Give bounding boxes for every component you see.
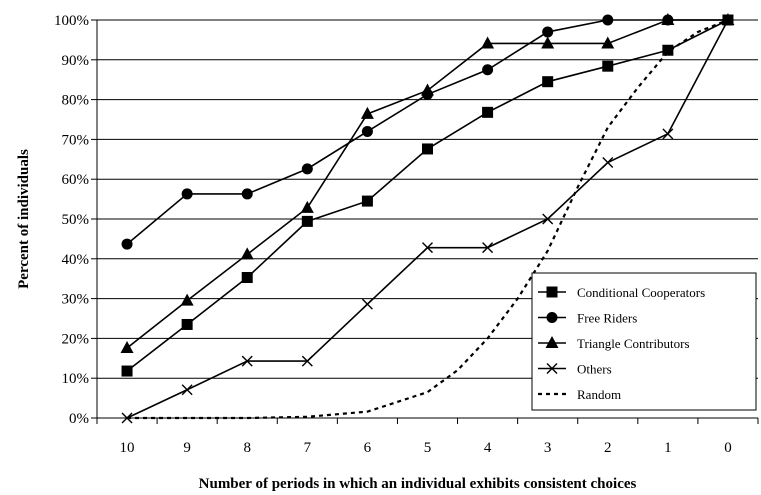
cross-stroke bbox=[241, 355, 253, 367]
series-conditional-cooperators bbox=[121, 14, 734, 377]
cross-stroke bbox=[422, 242, 433, 254]
data-point-square bbox=[121, 365, 133, 377]
data-point-square bbox=[542, 76, 554, 88]
y-tick-label: 40% bbox=[62, 252, 90, 268]
legend-item: Triangle Contributors bbox=[538, 336, 690, 351]
x-tick-label: 8 bbox=[243, 440, 251, 456]
cross-stroke bbox=[546, 363, 558, 374]
y-tick-label: 30% bbox=[62, 292, 90, 308]
data-point-triangle bbox=[721, 13, 735, 25]
legend-item: Conditional Cooperators bbox=[538, 285, 705, 300]
y-axis-ticks: 0% 10% 20% 30% 40% 50% 60% 70% 80% 90% 100% bbox=[54, 13, 97, 427]
y-tick-label: 90% bbox=[62, 53, 90, 69]
x-tick-label: 1 bbox=[664, 440, 672, 456]
y-axis-label: Percent of individuals bbox=[16, 149, 32, 289]
data-point-cross bbox=[241, 355, 253, 367]
cross-stroke bbox=[662, 128, 674, 140]
data-point-circle bbox=[181, 188, 193, 200]
series-triangle-contributors bbox=[120, 13, 735, 353]
data-point-triangle bbox=[545, 336, 559, 348]
legend-label: Conditional Cooperators bbox=[577, 285, 705, 300]
legend-label: Free Riders bbox=[577, 311, 637, 326]
cross-stroke bbox=[361, 298, 373, 310]
cross-stroke bbox=[542, 213, 554, 225]
data-point-cross bbox=[602, 156, 614, 168]
data-point-circle bbox=[361, 125, 373, 137]
x-tick-label: 10 bbox=[120, 440, 135, 456]
data-point-square bbox=[361, 195, 373, 207]
x-tick-label: 5 bbox=[424, 440, 432, 456]
series-free-riders bbox=[121, 14, 734, 250]
x-tick-label: 7 bbox=[304, 440, 312, 456]
data-point-cross bbox=[301, 355, 313, 367]
legend-item: Random bbox=[538, 387, 621, 402]
y-tick-label: 10% bbox=[62, 371, 90, 387]
data-point-triangle bbox=[541, 36, 555, 49]
data-point-circle bbox=[546, 312, 558, 323]
cross-stroke bbox=[602, 156, 614, 168]
data-point-square bbox=[301, 215, 313, 227]
y-tick-label: 0% bbox=[69, 411, 89, 427]
data-point-triangle bbox=[601, 36, 615, 49]
x-axis-ticks: 10 9 8 7 6 5 4 3 2 1 0 bbox=[96, 418, 759, 456]
series-group bbox=[120, 13, 735, 424]
data-point-circle bbox=[542, 26, 554, 38]
data-point-square bbox=[546, 286, 558, 298]
series-line bbox=[127, 18, 729, 420]
data-point-square bbox=[181, 318, 193, 330]
data-point-triangle bbox=[481, 36, 495, 49]
series-line bbox=[126, 19, 728, 245]
data-point-cross bbox=[542, 213, 554, 225]
legend-label: Others bbox=[577, 362, 612, 377]
x-tick-label: 0 bbox=[724, 440, 732, 456]
data-point-cross bbox=[662, 128, 674, 140]
data-point-circle bbox=[121, 238, 133, 250]
y-tick-label: 60% bbox=[62, 172, 90, 188]
cross-stroke bbox=[181, 384, 193, 396]
data-point-triangle bbox=[300, 200, 314, 213]
legend-box bbox=[531, 272, 757, 411]
cross-stroke bbox=[482, 242, 494, 254]
data-point-cross bbox=[181, 384, 193, 396]
data-point-cross bbox=[482, 242, 494, 254]
data-point-triangle bbox=[180, 293, 194, 306]
x-tick-label: 6 bbox=[364, 440, 372, 456]
data-point-circle bbox=[602, 14, 614, 26]
data-point-triangle bbox=[240, 247, 254, 260]
x-tick-label: 4 bbox=[484, 440, 492, 456]
cross-stroke bbox=[301, 355, 313, 367]
legend: Conditional Cooperators Free Riders Triang… bbox=[531, 272, 757, 411]
data-point-cross bbox=[422, 242, 433, 254]
data-point-cross bbox=[546, 363, 558, 374]
data-point-cross bbox=[361, 298, 373, 310]
legend-item: Others bbox=[538, 362, 612, 377]
legend-label: Triangle Contributors bbox=[577, 336, 690, 351]
data-point-square bbox=[241, 272, 253, 284]
data-point-square bbox=[602, 60, 614, 72]
series-random bbox=[127, 18, 729, 420]
x-axis-label: Number of periods in which an individual… bbox=[199, 476, 637, 492]
y-tick-label: 100% bbox=[54, 13, 89, 29]
legend-item: Free Riders bbox=[538, 311, 637, 326]
data-point-square bbox=[482, 106, 494, 118]
x-tick-label: 9 bbox=[183, 440, 191, 456]
data-point-circle bbox=[241, 188, 253, 200]
y-tick-label: 20% bbox=[62, 331, 90, 347]
data-point-triangle bbox=[360, 106, 374, 119]
legend-label: Random bbox=[577, 387, 621, 402]
y-tick-label: 70% bbox=[62, 132, 90, 148]
data-point-triangle bbox=[661, 13, 675, 25]
data-point-circle bbox=[482, 64, 494, 76]
y-tick-label: 80% bbox=[62, 93, 90, 109]
x-tick-label: 2 bbox=[604, 440, 612, 456]
data-point-triangle bbox=[120, 340, 134, 353]
data-point-circle bbox=[301, 163, 313, 175]
x-tick-label: 3 bbox=[544, 440, 552, 456]
data-point-square bbox=[662, 44, 674, 56]
y-tick-label: 50% bbox=[62, 212, 90, 228]
data-point-square bbox=[422, 143, 433, 155]
data-point-triangle bbox=[421, 83, 434, 96]
